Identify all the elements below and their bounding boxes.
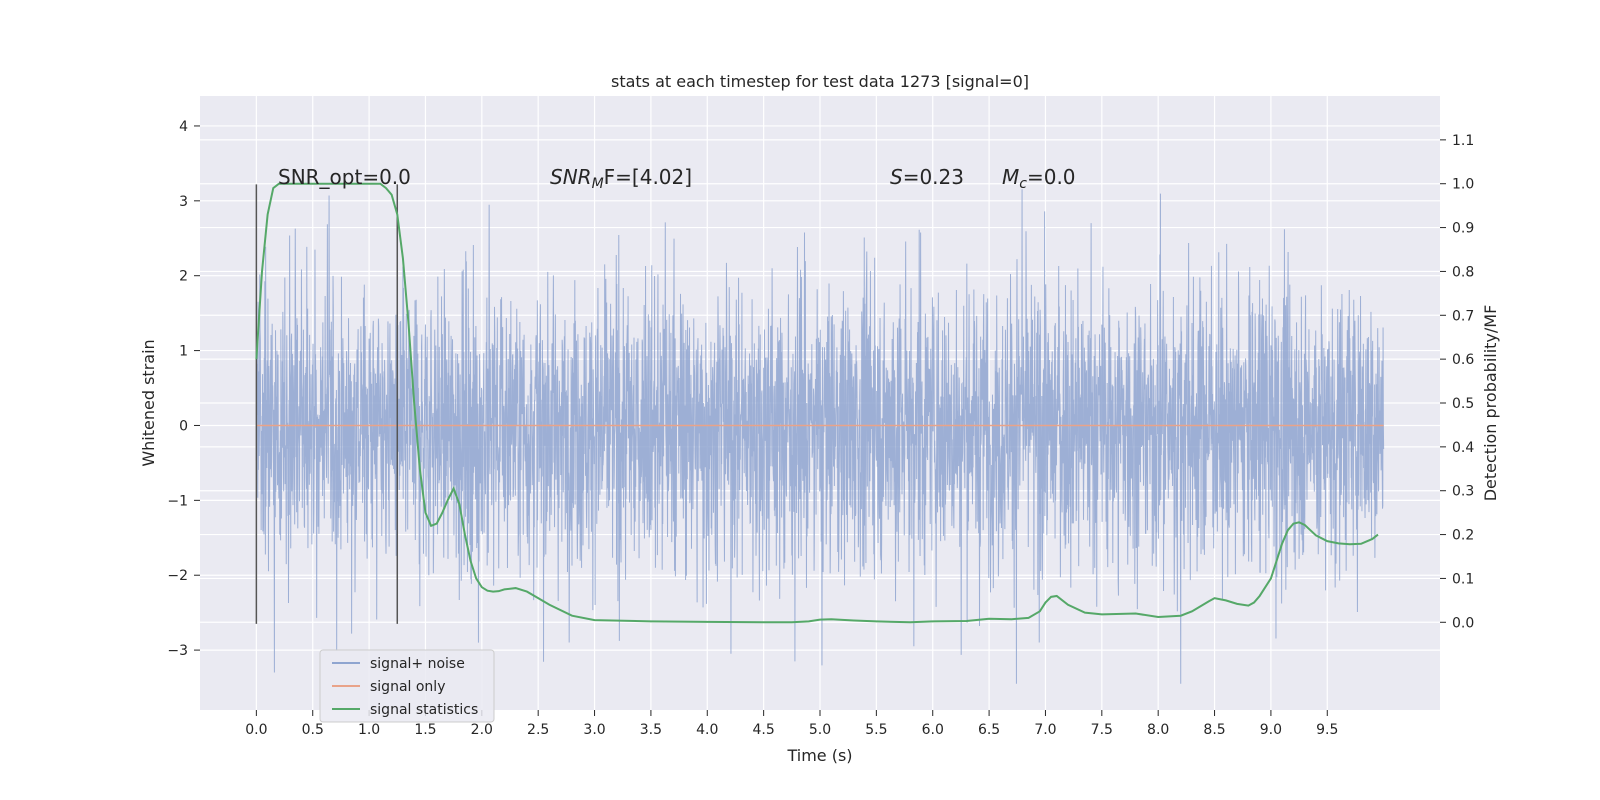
x-tick-label: 4.0: [696, 722, 718, 738]
annotation-snr-opt: SNR_opt=0.0: [278, 165, 411, 189]
annotation-s: S=0.23: [890, 165, 964, 189]
tick-labels: 0.0 0.5 1.0 1.5 2.0 2.5 3.0 3.5 4.0 4.5 5.0 5.5 6.0 6…: [167, 119, 1474, 738]
annotation-mc: Mc=0.0: [1002, 165, 1076, 192]
y-tick-label: −2: [167, 568, 188, 584]
y2-tick-label: 0.6: [1452, 352, 1474, 368]
y2-axis-label: Detection probability/MF: [1481, 305, 1500, 502]
x-tick-label: 3.5: [640, 722, 662, 738]
y-tick-label: −3: [167, 643, 188, 659]
x-tick-label: 8.0: [1147, 722, 1169, 738]
signal-statistics-line: [255, 182, 1379, 624]
y-axis-label: Whitened strain: [139, 339, 158, 466]
y2-tick-label: 0.8: [1452, 264, 1474, 280]
x-tick-label: 5.5: [865, 722, 887, 738]
signal-noise-line: [255, 189, 1385, 684]
legend-label-signal-noise: signal+ noise: [370, 656, 465, 672]
x-tick-label: 6.0: [922, 722, 944, 738]
x-tick-label: 1.5: [414, 722, 436, 738]
x-tick-label: 1.0: [358, 722, 380, 738]
mc-subscript: c: [1019, 176, 1027, 192]
s-symbol: S: [890, 165, 903, 189]
mc-symbol: M: [1002, 165, 1019, 189]
y2-tick-label: 0.1: [1452, 571, 1474, 587]
y2-tick-label: 0.5: [1452, 396, 1474, 412]
x-tick-label: 2.0: [471, 722, 493, 738]
x-tick-label: 9.0: [1260, 722, 1282, 738]
y-tick-label: 0: [179, 418, 188, 434]
x-tick-label: 0.5: [302, 722, 324, 738]
signal-statistics-series: [255, 182, 1379, 624]
x-tick-label: 8.5: [1203, 722, 1225, 738]
legend-label-signal-only: signal only: [370, 679, 445, 695]
legend-label-signal-statistics: signal statistics: [370, 702, 478, 718]
mc-value: =0.0: [1027, 165, 1076, 189]
signal-noise-series: [255, 189, 1385, 684]
x-tick-label: 0.0: [245, 722, 267, 738]
chart-title: stats at each timestep for test data 127…: [611, 72, 1029, 91]
y-tick-label: 3: [179, 194, 188, 210]
x-tick-label: 6.5: [978, 722, 1000, 738]
x-tick-label: 9.5: [1316, 722, 1338, 738]
y2-tick-label: 0.2: [1452, 528, 1474, 544]
snr-mf-subscript: M: [592, 176, 604, 192]
y-tick-label: −1: [167, 493, 188, 509]
y-tick-label: 2: [179, 269, 188, 285]
y2-tick-label: 0.7: [1452, 308, 1474, 324]
legend: signal+ noise signal only signal statist…: [319, 649, 495, 723]
x-tick-label: 3.0: [583, 722, 605, 738]
y2-tick-label: 0.9: [1452, 221, 1474, 237]
y2-tick-label: 0.3: [1452, 484, 1474, 500]
snr-mf-value: F=[4.02]: [604, 165, 692, 189]
y2-tick-label: 1.1: [1452, 133, 1474, 149]
annotation-snr-mf: SNRMF=[4.02]: [550, 165, 692, 192]
x-tick-label: 2.5: [527, 722, 549, 738]
s-value: =0.23: [903, 165, 964, 189]
x-axis-label: Time (s): [786, 746, 852, 765]
y-tick-label: 4: [179, 119, 188, 135]
x-tick-label: 7.5: [1091, 722, 1113, 738]
snr-mf-symbol: SNR: [550, 165, 592, 189]
x-tick-label: 5.0: [809, 722, 831, 738]
y2-tick-label: 1.0: [1452, 177, 1474, 193]
y2-tick-label: 0.0: [1452, 615, 1474, 631]
x-tick-label: 4.5: [753, 722, 775, 738]
legend-box: [319, 649, 495, 723]
y-tick-label: 1: [179, 344, 188, 360]
y2-tick-label: 0.4: [1452, 440, 1474, 456]
x-tick-label: 7.0: [1034, 722, 1056, 738]
vertical-markers: [255, 184, 399, 624]
